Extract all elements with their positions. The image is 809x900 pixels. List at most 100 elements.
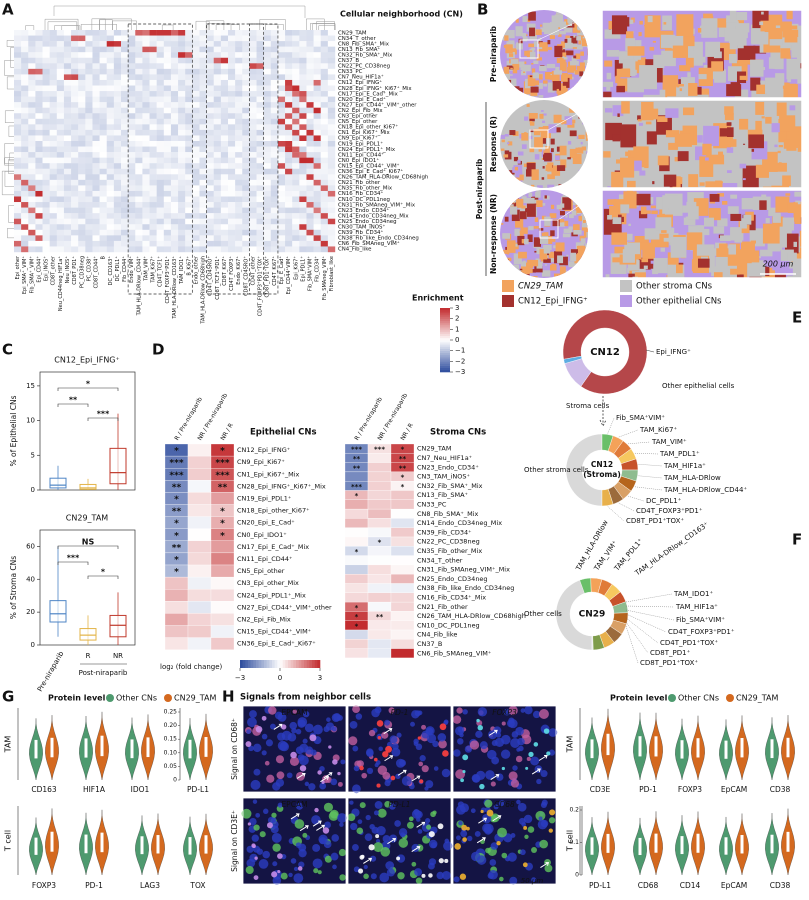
nucleus	[441, 871, 451, 880]
tissue-patch	[780, 249, 794, 261]
heatmap-cell	[121, 46, 129, 53]
heatmap-cell	[185, 79, 193, 86]
nucleus	[241, 808, 252, 819]
heatmap-cell	[128, 213, 136, 219]
y-tick-label: 0	[575, 872, 579, 879]
heatmap-cell	[242, 185, 250, 192]
y-tick-label: 0.1	[569, 839, 579, 846]
violin-box	[740, 738, 744, 758]
nucleus	[490, 781, 496, 787]
heatmap-cell	[56, 68, 65, 75]
heatmap-cell	[92, 141, 100, 147]
star: ***	[169, 459, 183, 469]
row-label: CN36_Epi_E_Cad⁺_Ki67⁺	[237, 640, 316, 648]
tissue-patch	[583, 219, 586, 223]
row-label: CN31_Fib_SMAneg_VIM⁺_Mix	[417, 566, 510, 574]
heatmap-cell	[14, 163, 22, 169]
heatmap-cell	[121, 52, 129, 58]
tissue-patch	[567, 61, 577, 72]
heatmap-cell	[277, 118, 286, 125]
heatmap-cell	[85, 213, 93, 219]
scale-label: 50 μm	[521, 877, 544, 885]
heatmap-cell	[56, 118, 65, 125]
signal	[479, 783, 485, 790]
row-label: CN21_Fib_other	[417, 603, 468, 611]
heatmap-cell	[21, 157, 29, 164]
heatmap-cell	[85, 118, 93, 125]
legend-label: Other CNs	[116, 694, 157, 703]
heatmap-cell	[313, 57, 321, 64]
heatmap-cell	[313, 85, 321, 92]
heatmap-cell	[121, 185, 129, 192]
group-label: Post-niraparib	[475, 158, 484, 219]
heatmap-cell	[128, 129, 136, 136]
heatmap-cell	[256, 124, 264, 131]
tissue-patch	[564, 19, 569, 25]
channel-label: EPCAM	[281, 708, 307, 717]
heatmap-cell	[78, 41, 86, 47]
colorbar-step	[266, 660, 270, 668]
heat-cell	[187, 516, 212, 529]
heatmap-cell	[149, 179, 157, 186]
heat-cell	[164, 637, 189, 650]
nucleus	[261, 733, 268, 740]
row-label: CN39_Fib_CD34⁺	[417, 528, 472, 536]
heat-cell	[390, 518, 415, 528]
tissue-patch	[650, 205, 656, 209]
tissue-patch	[729, 53, 737, 64]
heatmap-cell	[49, 196, 57, 203]
heatmap-cell	[78, 118, 86, 125]
row-label: CN11_Epi_CD44⁺	[237, 555, 292, 563]
heatmap-cell	[327, 179, 336, 186]
heatmap-cell	[213, 246, 222, 253]
heatmap-cell	[285, 124, 293, 131]
arrow	[411, 846, 421, 853]
heatmap-cell	[28, 207, 36, 214]
row-label: CN20_Epi_E_Cad⁺	[338, 96, 386, 103]
tissue-patch	[503, 154, 509, 158]
heatmap-cell	[327, 52, 336, 58]
tissue-patch	[552, 219, 560, 227]
heatmap-cell	[292, 179, 300, 186]
tissue-patch	[562, 197, 572, 210]
tissue-patch	[581, 12, 586, 17]
heatmap-cell	[256, 218, 264, 225]
tissue-patch	[778, 162, 782, 165]
heatmap-cell	[78, 168, 86, 175]
heatmap-cell	[185, 74, 193, 81]
channel-label: PD-1	[391, 708, 409, 717]
heatmap-cell	[149, 96, 157, 103]
heatmap-cell	[49, 190, 57, 197]
colorbar-step	[264, 660, 267, 668]
column-label: CD4T_Ki67⁺	[272, 256, 278, 286]
tissue-patch	[541, 110, 544, 112]
heatmap-cell	[49, 41, 57, 47]
heat-cell	[390, 629, 415, 640]
heatmap-cell	[49, 30, 57, 36]
heatmap-cell	[49, 229, 57, 236]
nucleus	[253, 743, 262, 753]
heatmap-cell	[42, 118, 50, 125]
heatmap-cell	[313, 218, 321, 225]
signal	[437, 823, 444, 830]
heatmap-cell	[277, 74, 286, 81]
tissue-patch	[736, 12, 748, 21]
column-label: Endo_VIM⁺	[129, 256, 135, 283]
heatmap-cell	[199, 79, 207, 86]
frame	[242, 797, 347, 885]
heatmap-cell	[327, 163, 336, 169]
tissue-patch	[573, 224, 580, 233]
tissue-patch	[505, 44, 513, 54]
heatmap-cell	[28, 174, 36, 181]
donut-label: TAM_HLA-DRlow_CD163⁺	[633, 520, 710, 578]
heatmap-cell	[206, 157, 214, 164]
heatmap-cell	[92, 163, 100, 169]
heatmap-cell	[63, 246, 72, 253]
tissue-patch	[538, 47, 543, 50]
marker-label: PD-L1	[187, 785, 209, 794]
heatmap-cell	[106, 218, 115, 225]
heatmap-cell	[192, 30, 200, 36]
nucleus	[544, 864, 553, 873]
heatmap-cell	[28, 118, 36, 125]
dendrogram	[44, 18, 79, 30]
